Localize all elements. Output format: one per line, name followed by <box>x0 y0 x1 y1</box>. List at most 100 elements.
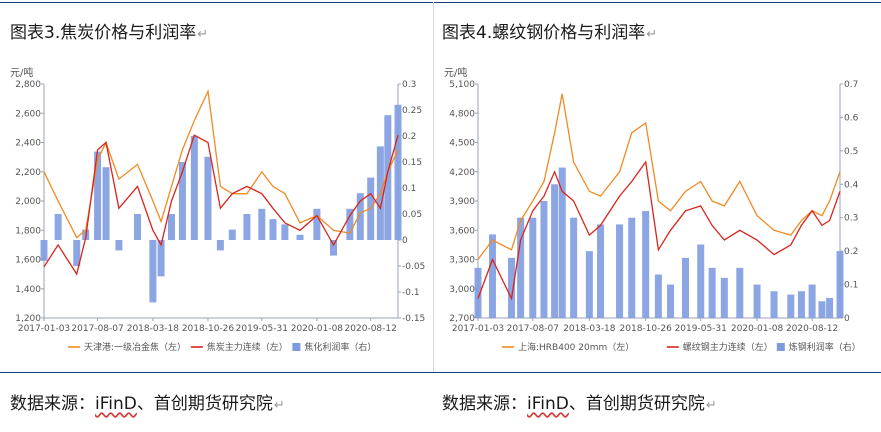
profit-bar <box>40 240 48 261</box>
legend-label: 炼钢利润率（右） <box>789 341 861 353</box>
x-tick-label: 2018-10-26 <box>620 324 673 334</box>
y-tick-label-right: -0.05 <box>402 262 425 272</box>
profit-bar <box>808 284 816 318</box>
y-tick-label-left: 2,700 <box>449 314 475 324</box>
profit-bar <box>474 267 482 318</box>
y-tick-label-left: 2,200 <box>15 168 41 178</box>
y-tick-label-right: 0.7 <box>844 80 858 90</box>
profit-bar <box>597 224 605 318</box>
y-tick-label-right: 0.1 <box>402 184 416 194</box>
y-tick-label-right: 0.3 <box>844 214 858 224</box>
x-tick-label: 2017-01-03 <box>18 324 70 334</box>
profit-bar <box>826 297 834 318</box>
y-tick-label-left: 1,200 <box>15 314 41 324</box>
right-caption-text: 图表4.螺纹钢价格与利润率 <box>442 23 646 43</box>
y-tick-label-right: 0.2 <box>402 132 416 142</box>
profit-bar <box>570 217 578 318</box>
profit-bar <box>540 201 548 318</box>
y-tick-label-left: 1,800 <box>15 226 41 236</box>
right-source-suffix: 、首创期货研究院 <box>568 394 705 414</box>
profit-bar <box>356 193 364 240</box>
legend-swatch <box>776 343 785 351</box>
x-tick-label: 2018-03-18 <box>563 324 616 334</box>
y-tick-label-right: 0.05 <box>402 210 422 220</box>
y-tick-label-left: 1,400 <box>15 285 41 295</box>
profit-bar <box>736 267 744 318</box>
top-border <box>0 2 881 3</box>
profit-bar <box>667 284 675 318</box>
return-mark-icon: ↵ <box>646 27 658 42</box>
x-tick-label: 2020-01-08 <box>731 324 784 334</box>
coke-price-profit-chart: 元/吨 1,200 1,400 1,600 1,800 2,000 2,200 2,400 2,… <box>10 66 425 353</box>
unit-label: 元/吨 <box>444 66 467 79</box>
x-tick-label: 2019-05-31 <box>236 324 288 334</box>
profit-bar <box>281 224 289 240</box>
return-mark-icon: ↵ <box>705 398 717 413</box>
profit-bar <box>258 208 266 240</box>
profit-bar <box>628 217 636 318</box>
profit-bar <box>384 115 392 240</box>
y-tick-label-right: 0.3 <box>402 80 416 90</box>
profit-bar <box>720 277 728 318</box>
x-tick-label: 2018-03-18 <box>127 324 180 334</box>
profit-bar <box>346 208 354 240</box>
y-tick-label-left: 1,600 <box>15 256 41 266</box>
right-caption: 图表4.螺纹钢价格与利润率↵ <box>442 18 657 43</box>
x-tick-label: 2019-05-31 <box>675 324 727 334</box>
y-tick-label-left: 2,400 <box>15 139 41 149</box>
y-tick-label-right: 0 <box>402 236 408 246</box>
profit-bar <box>787 294 795 318</box>
y-tick-label-right: -0.15 <box>402 314 425 324</box>
y-tick-label-right: 0.25 <box>402 106 422 116</box>
profit-bar <box>134 214 142 240</box>
profit-bar <box>115 240 123 251</box>
spot-price-line <box>477 93 841 260</box>
y-tick-label-right: 0.5 <box>844 147 858 157</box>
x-tick-label: 2017-01-03 <box>452 324 504 334</box>
profit-bar <box>836 251 844 318</box>
profit-bar <box>682 257 690 318</box>
profit-bar <box>558 167 566 318</box>
profit-bar <box>243 214 251 240</box>
profit-bar <box>488 234 496 318</box>
profit-bar <box>818 301 826 318</box>
y-tick-label-right: 0.15 <box>402 158 422 168</box>
y-tick-label-left: 2,800 <box>15 80 41 90</box>
y-tick-label-left: 4,800 <box>449 109 475 119</box>
y-tick-label-left: 5,100 <box>449 80 475 90</box>
left-caption-text: 图表3.焦炭价格与利润率 <box>10 23 197 43</box>
profit-bar <box>753 284 761 318</box>
left-source: 数据来源：iFinD、首创期货研究院↵ <box>10 389 285 414</box>
caption-divider <box>0 372 881 373</box>
profit-bar <box>168 214 176 240</box>
rebar-price-profit-chart: 元/吨 2,700 3,000 3,300 3,600 3,900 4,200 4,500 4,… <box>444 66 861 353</box>
profit-bar <box>507 257 515 318</box>
profit-bar <box>296 234 304 240</box>
profit-bar <box>94 151 102 240</box>
profit-bar <box>585 251 593 318</box>
y-tick-label-left: 3,000 <box>449 285 475 295</box>
left-caption: 图表3.焦炭价格与利润率↵ <box>10 18 208 43</box>
legend-label: 螺纹钢主力连续（左） <box>683 341 773 353</box>
x-tick-label: 2018-10-26 <box>182 324 235 334</box>
profit-bar <box>216 240 224 251</box>
profit-bar <box>190 136 198 240</box>
profit-bar <box>551 184 559 318</box>
y-tick-label-right: 0.1 <box>844 281 858 291</box>
profit-bar <box>178 162 186 240</box>
legend-label: 焦炭主力连续（左） <box>207 341 288 353</box>
left-source-prefix: 数据来源： <box>10 394 95 414</box>
profit-bar <box>330 240 338 256</box>
futures-price-line <box>477 160 841 301</box>
profit-bar <box>770 291 778 318</box>
legend-label: 上海:HRB400 20mm（左） <box>518 341 634 353</box>
right-source: 数据来源：iFinD、首创期货研究院↵ <box>442 389 717 414</box>
profit-bar <box>616 224 624 318</box>
profit-bar <box>313 208 321 240</box>
y-tick-label-left: 4,500 <box>449 139 475 149</box>
profit-bar <box>54 214 62 240</box>
profit-bar <box>697 244 705 318</box>
profit-bar <box>394 104 402 240</box>
spot-price-line <box>43 89 399 239</box>
y-tick-label-left: 3,900 <box>449 197 475 207</box>
